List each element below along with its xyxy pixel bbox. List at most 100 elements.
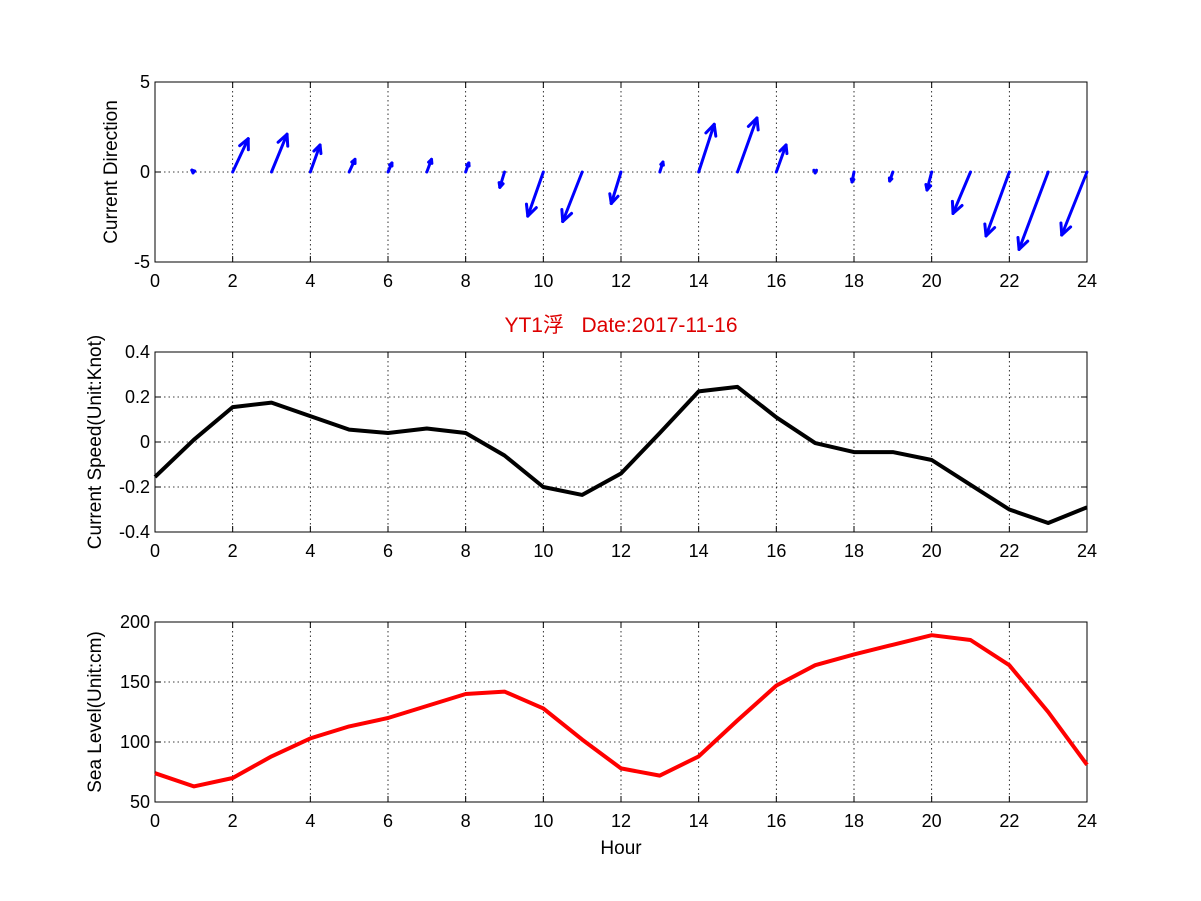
arrow-head	[950, 199, 955, 215]
current-speed-panel: YT1浮 Date:2017-11-16 Current Speed(Unit:…	[85, 314, 1097, 561]
sea-level-series-line	[154, 633, 1089, 789]
current-direction-x-tick-label: 16	[766, 271, 786, 291]
current-vector-arrow	[887, 170, 895, 183]
arrow-shaft	[561, 170, 584, 223]
current-speed-x-tick-label: 16	[766, 541, 786, 561]
current-speed-x-tick-label: 12	[611, 541, 631, 561]
arrow-head	[1059, 221, 1064, 237]
current-vector-arrow	[560, 170, 584, 223]
current-direction-x-tick-label: 6	[383, 271, 393, 291]
current-speed-y-tick-label: 0	[140, 432, 150, 452]
arrow-shaft	[526, 170, 545, 218]
arrow-head	[608, 192, 613, 205]
current-vector-arrow	[308, 143, 323, 174]
arrow-head	[712, 122, 718, 138]
arrow-head	[1017, 239, 1030, 251]
current-vector-arrow	[658, 160, 665, 174]
arrow-shaft	[231, 137, 250, 174]
arrow-head	[704, 122, 716, 135]
arrow-shaft	[951, 170, 972, 215]
sea-level-x-tick-label: 2	[228, 811, 238, 831]
arrow-head	[984, 226, 997, 238]
arrow-head	[746, 116, 759, 128]
current-vector-arrow	[697, 122, 718, 174]
current-vector-arrow	[983, 170, 1011, 238]
current-direction-panel: Current Direction 0 2 4 6 8 10 12 14 16 18 20 22 24-…	[101, 72, 1097, 291]
sea-level-x-tick-label: 0	[150, 811, 160, 831]
arrow-head	[849, 177, 854, 184]
current-vector-arrow	[736, 116, 760, 174]
sea-level-y-tick-label: 100	[120, 732, 150, 752]
arrow-head	[560, 208, 565, 223]
arrow-shaft	[774, 143, 788, 174]
current-vector-arrow	[497, 170, 506, 189]
current-speed-x-tick-label: 14	[689, 541, 709, 561]
current-vector-arrow	[347, 157, 357, 174]
sea-level-x-tick-label: 24	[1077, 811, 1097, 831]
arrow-head	[524, 202, 530, 218]
sea-level-x-tick-label: 10	[533, 811, 553, 831]
arrow-head	[983, 222, 988, 238]
arrow-head	[497, 181, 502, 189]
sea-level-panel: Sea Level(Unit:cm) Hour 0 2 4 6 8 10 12 14 16 18 2…	[85, 612, 1097, 859]
arrow-head	[285, 132, 290, 148]
current-speed-x-tick-label: 2	[228, 541, 238, 561]
sea-level-x-tick-label: 12	[611, 811, 631, 831]
current-direction-x-tick-label: 18	[844, 271, 864, 291]
current-speed-x-tick-label: 24	[1077, 541, 1097, 561]
arrow-head	[561, 211, 574, 223]
current-speed-x-tick-label: 22	[999, 541, 1019, 561]
current-direction-x-tick-label: 12	[611, 271, 631, 291]
current-speed-y-tick-label: 0.4	[125, 342, 150, 362]
current-direction-x-tick-label: 14	[689, 271, 709, 291]
sea-level-y-tick-label: 150	[120, 672, 150, 692]
arrow-shaft	[270, 132, 289, 174]
sea-level-x-tick-label: 6	[383, 811, 393, 831]
sea-level-x-tick-label: 22	[999, 811, 1019, 831]
current-speed-series-line	[153, 384, 1088, 525]
current-speed-x-tick-label: 0	[150, 541, 160, 561]
current-vector-arrow	[924, 170, 934, 192]
current-speed-y-label: Current Speed(Unit:Knot)	[85, 335, 106, 549]
arrow-head	[784, 143, 789, 156]
current-vector-arrow	[812, 168, 818, 175]
current-vector-arrow	[464, 161, 471, 174]
current-vector-arrow	[950, 170, 972, 215]
current-direction-y-tick-label: 0	[140, 162, 150, 182]
arrow-head	[812, 168, 817, 175]
arrow-shaft	[984, 170, 1011, 238]
current-vector-arrow	[608, 170, 623, 205]
current-vector-arrow	[386, 161, 394, 174]
sea-level-x-tick-label: 20	[922, 811, 942, 831]
current-vector-arrow	[190, 168, 197, 175]
current-vector-arrow	[1016, 170, 1050, 251]
current-direction-x-tick-label: 8	[461, 271, 471, 291]
arrow-head	[526, 206, 538, 218]
current-speed-y-tick-label: 0.2	[125, 387, 150, 407]
current-speed-y-tick-label: -0.2	[119, 477, 150, 497]
current-speed-x-tick-label: 8	[461, 541, 471, 561]
current-speed-x-tick-label: 6	[383, 541, 393, 561]
sea-level-x-label: Hour	[600, 838, 642, 859]
sea-level-y-tick-label: 50	[130, 792, 150, 812]
current-vector-arrow	[425, 157, 434, 174]
arrow-head	[190, 168, 197, 173]
current-direction-x-tick-label: 24	[1077, 271, 1097, 291]
current-speed-x-tick-label: 10	[533, 541, 553, 561]
current-direction-y-tick-label: -5	[134, 252, 150, 272]
arrow-head	[924, 183, 929, 192]
arrow-shaft	[1017, 170, 1050, 251]
current-direction-x-tick-label: 4	[305, 271, 315, 291]
arrow-head	[951, 203, 964, 215]
sea-level-x-tick-label: 8	[461, 811, 471, 831]
sea-level-y-tick-label: 200	[120, 612, 150, 632]
arrow-head	[1060, 225, 1073, 237]
current-direction-x-tick-label: 22	[999, 271, 1019, 291]
current-direction-x-tick-label: 20	[922, 271, 942, 291]
current-speed-x-tick-label: 4	[305, 541, 315, 561]
arrow-shaft	[609, 170, 623, 205]
current-vector-arrow	[774, 143, 789, 174]
sea-level-x-tick-label: 14	[689, 811, 709, 831]
current-speed-y-tick-label: -0.4	[119, 522, 150, 542]
